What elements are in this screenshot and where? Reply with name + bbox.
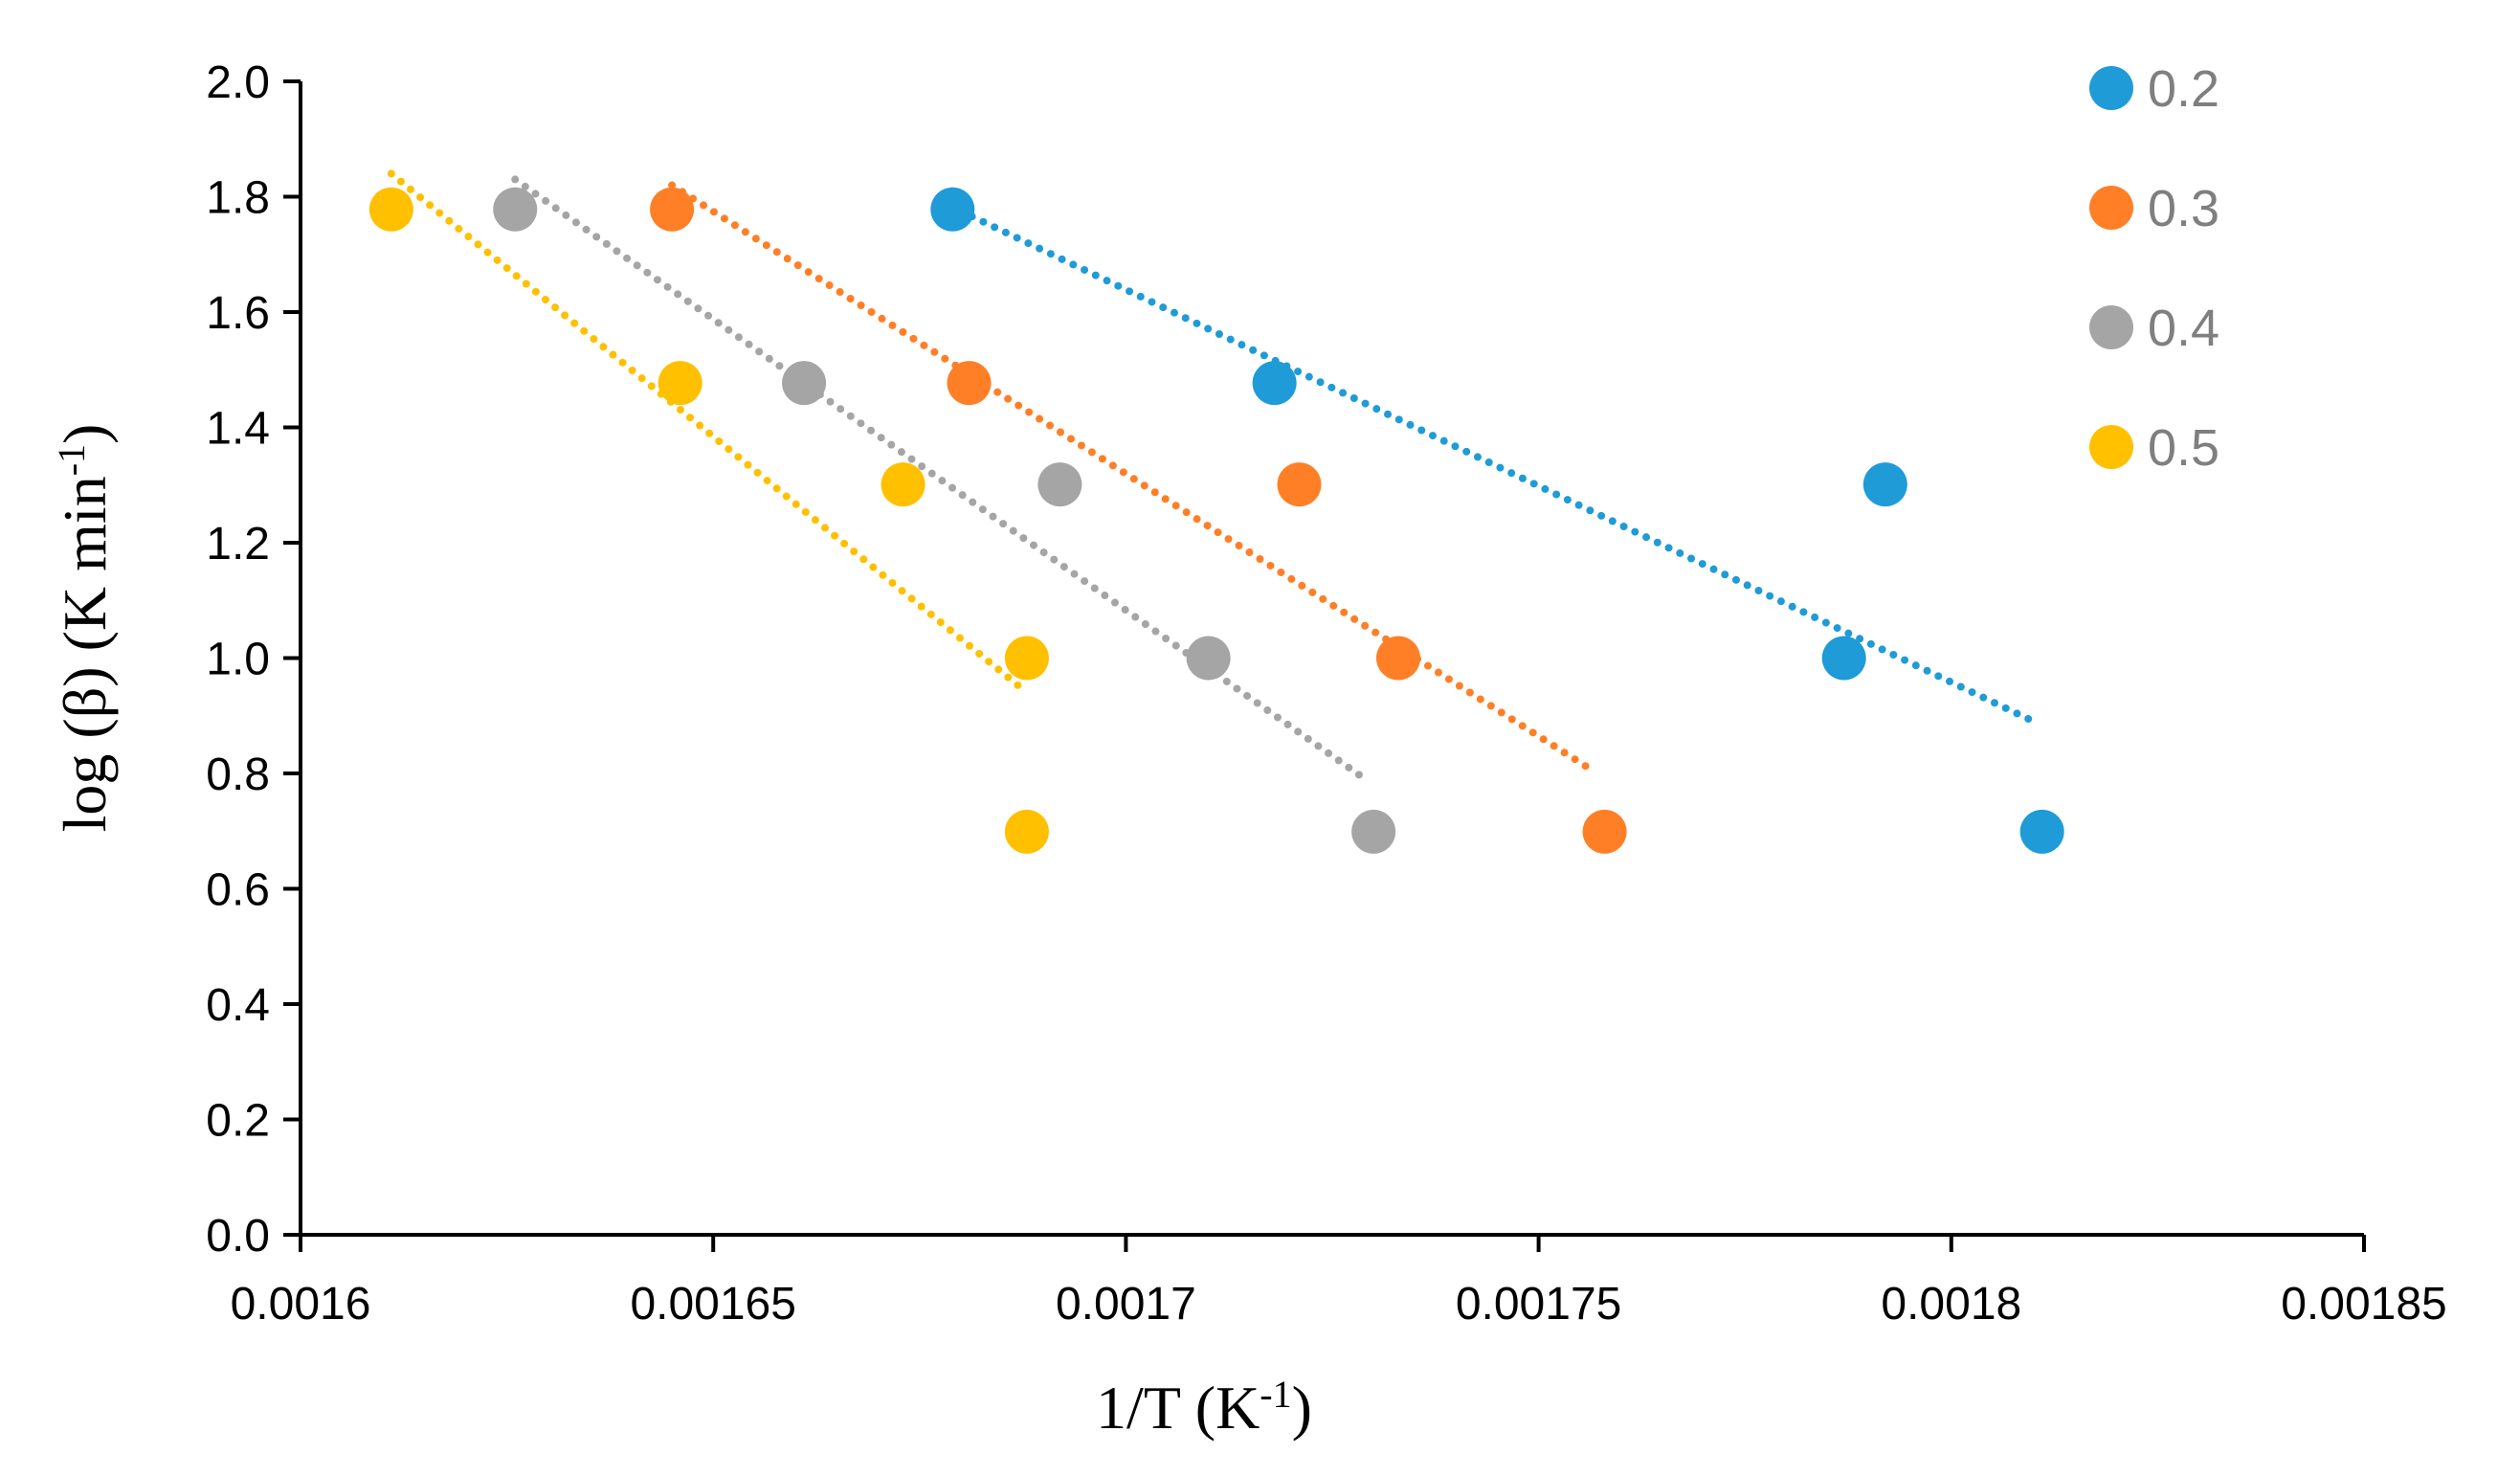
data-point-0.4 (1186, 636, 1231, 681)
x-tick-label: 0.00175 (1456, 1279, 1622, 1330)
data-point-0.2 (930, 187, 975, 232)
x-tick-label: 0.00185 (2281, 1279, 2447, 1330)
data-point-0.2 (1862, 462, 1907, 507)
y-tick-label: 1.0 (206, 635, 270, 685)
legend-marker-0.5 (2089, 425, 2133, 469)
y-tick-label: 0.8 (206, 749, 270, 800)
y-tick-label: 0.6 (206, 865, 270, 916)
data-point-0.3 (1277, 462, 1322, 507)
y-tick-label: 0.4 (206, 980, 270, 1031)
x-tick-label: 0.0018 (1881, 1279, 2021, 1330)
y-tick-label: 1.2 (206, 519, 270, 570)
data-point-0.2 (2019, 809, 2064, 854)
y-axis-title: log (β) (K min-1) (50, 424, 120, 833)
x-tick-label: 0.0016 (231, 1279, 371, 1330)
trendline-0.2 (956, 207, 2039, 726)
legend-marker-0.3 (2089, 186, 2133, 230)
y-tick-label: 0.0 (206, 1211, 270, 1262)
x-axis-title: 1/T (K-1) (1096, 1373, 1312, 1442)
axes: 0.0 0.2 0.4 0.6 0.8 1.0 1.2 1.4 1.6 1.8 2.0 0.0016 0… (206, 57, 2446, 1330)
trendline-0.3 (668, 181, 1593, 772)
data-point-0.3 (650, 187, 695, 232)
data-point-0.5 (1004, 636, 1049, 681)
data-point-0.5 (368, 187, 413, 232)
data-point-0.5 (881, 462, 925, 507)
legend: 0.2 0.3 0.4 0.5 (2089, 60, 2219, 477)
trendline-0.4 (511, 175, 1370, 784)
y-tick-label: 1.4 (206, 404, 270, 455)
y-tick-label: 2.0 (206, 57, 270, 108)
trendlines (387, 169, 2039, 784)
data-point-0.4 (1351, 809, 1396, 854)
data-point-0.3 (1375, 636, 1420, 681)
legend-marker-0.4 (2089, 305, 2133, 349)
data-point-0.5 (1004, 809, 1049, 854)
legend-label-0.5: 0.5 (2148, 419, 2219, 477)
data-points (368, 187, 2064, 854)
data-point-0.2 (1821, 636, 1866, 681)
data-point-0.4 (493, 187, 538, 232)
data-point-0.3 (947, 361, 992, 406)
data-point-0.4 (782, 361, 827, 406)
data-point-0.4 (1037, 462, 1082, 507)
legend-label-0.3: 0.3 (2148, 180, 2219, 237)
x-tick-label: 0.0017 (1056, 1279, 1196, 1330)
trendline-0.5 (387, 169, 1031, 697)
y-tick-label: 1.6 (206, 288, 270, 339)
legend-label-0.2: 0.2 (2148, 60, 2219, 118)
x-tick-label: 0.00165 (630, 1279, 796, 1330)
data-point-0.5 (658, 361, 702, 406)
legend-marker-0.2 (2089, 66, 2133, 110)
y-tick-label: 0.2 (206, 1096, 270, 1147)
legend-label-0.4: 0.4 (2148, 300, 2219, 357)
y-tick-label: 1.8 (206, 173, 270, 224)
data-point-0.2 (1252, 361, 1297, 406)
data-point-0.3 (1582, 809, 1627, 854)
